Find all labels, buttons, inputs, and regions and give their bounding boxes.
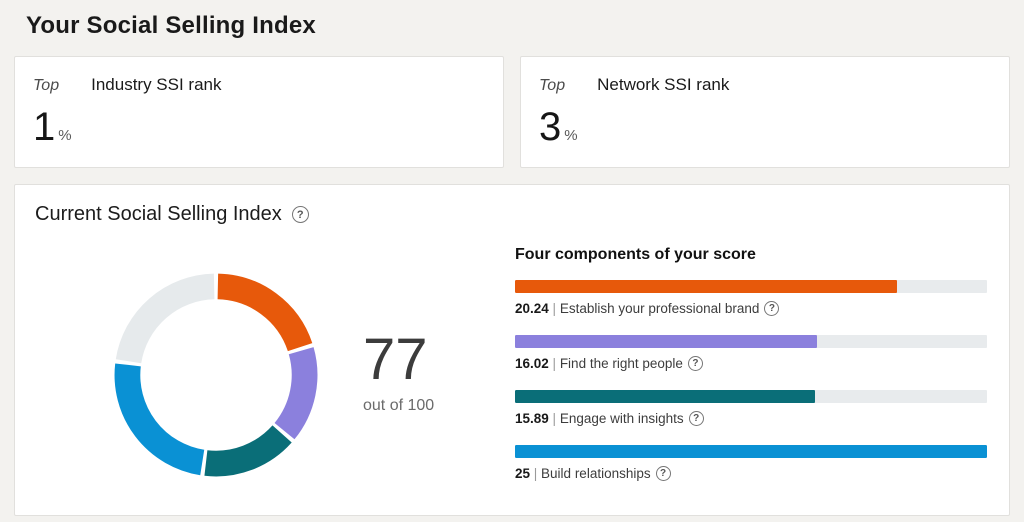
current-ssi-title: Current Social Selling Index (35, 203, 282, 225)
component-label-row: 16.02 | Find the right people ? (515, 356, 987, 371)
components-title: Four components of your score (515, 246, 756, 263)
network-rank-header: Top Network SSI rank (539, 75, 991, 95)
component-separator: | (548, 301, 560, 316)
component-value: 25 (515, 466, 531, 481)
component-row: 15.89 | Engage with insights ? (515, 390, 987, 426)
network-rank-card: Top Network SSI rank 3% (520, 56, 1010, 168)
help-icon[interactable]: ? (291, 206, 309, 223)
ssi-donut-area: 77 out of 100 (35, 232, 515, 500)
component-bar-track (515, 445, 987, 458)
component-label: Build relationships (541, 466, 651, 481)
ssi-donut-chart (114, 273, 318, 477)
component-row: 20.24 | Establish your professional bran… (515, 280, 987, 316)
rank-cards-row: Top Industry SSI rank 1% Top Network SSI… (14, 56, 1010, 168)
component-separator: | (530, 466, 542, 481)
rank-prefix: Top (33, 77, 60, 94)
component-value: 20.24 (515, 301, 549, 316)
ssi-score-value: 77 (363, 327, 428, 392)
help-icon[interactable]: ? (764, 301, 780, 316)
industry-rank-number: 1 (33, 105, 56, 149)
component-bar-track (515, 280, 987, 293)
component-value: 15.89 (515, 411, 549, 426)
industry-rank-unit: % (58, 127, 72, 144)
component-label-row: 25 | Build relationships ? (515, 466, 987, 481)
ssi-score-block: 77 out of 100 (363, 331, 434, 415)
industry-rank-header: Top Industry SSI rank (33, 75, 485, 95)
component-bar-fill (515, 390, 815, 403)
current-ssi-card: Current Social Selling Index ? 77 out of… (14, 184, 1010, 516)
network-rank-unit: % (564, 127, 578, 144)
ssi-score-caption: out of 100 (363, 397, 435, 414)
component-label: Find the right people (559, 356, 683, 371)
help-icon[interactable]: ? (688, 411, 704, 426)
component-label: Engage with insights (559, 411, 684, 426)
component-value: 16.02 (515, 356, 549, 371)
industry-rank-label: Industry SSI rank (91, 75, 222, 94)
component-row: 25 | Build relationships ? (515, 445, 987, 481)
component-bar-track (515, 390, 987, 403)
current-ssi-header: Current Social Selling Index ? (35, 203, 989, 226)
component-separator: | (548, 411, 560, 426)
component-bar-fill (515, 445, 987, 458)
component-label: Establish your professional brand (559, 301, 760, 316)
network-rank-value: 3% (539, 107, 991, 147)
score-components-panel: Four components of your score 20.24 | Es… (515, 232, 989, 500)
component-row: 16.02 | Find the right people ? (515, 335, 987, 371)
component-separator: | (548, 356, 560, 371)
component-bar-fill (515, 335, 818, 348)
industry-rank-value: 1% (33, 107, 485, 147)
help-icon[interactable]: ? (687, 356, 703, 371)
help-icon[interactable]: ? (655, 466, 671, 481)
component-bar-track (515, 335, 987, 348)
page-title: Your Social Selling Index (26, 12, 316, 39)
current-ssi-body: 77 out of 100 Four components of your sc… (35, 232, 989, 500)
network-rank-label: Network SSI rank (597, 75, 730, 94)
rank-prefix: Top (539, 77, 566, 94)
component-label-row: 15.89 | Engage with insights ? (515, 411, 987, 426)
component-label-row: 20.24 | Establish your professional bran… (515, 301, 987, 316)
industry-rank-card: Top Industry SSI rank 1% (14, 56, 504, 168)
component-bar-fill (515, 280, 898, 293)
network-rank-number: 3 (539, 105, 562, 149)
